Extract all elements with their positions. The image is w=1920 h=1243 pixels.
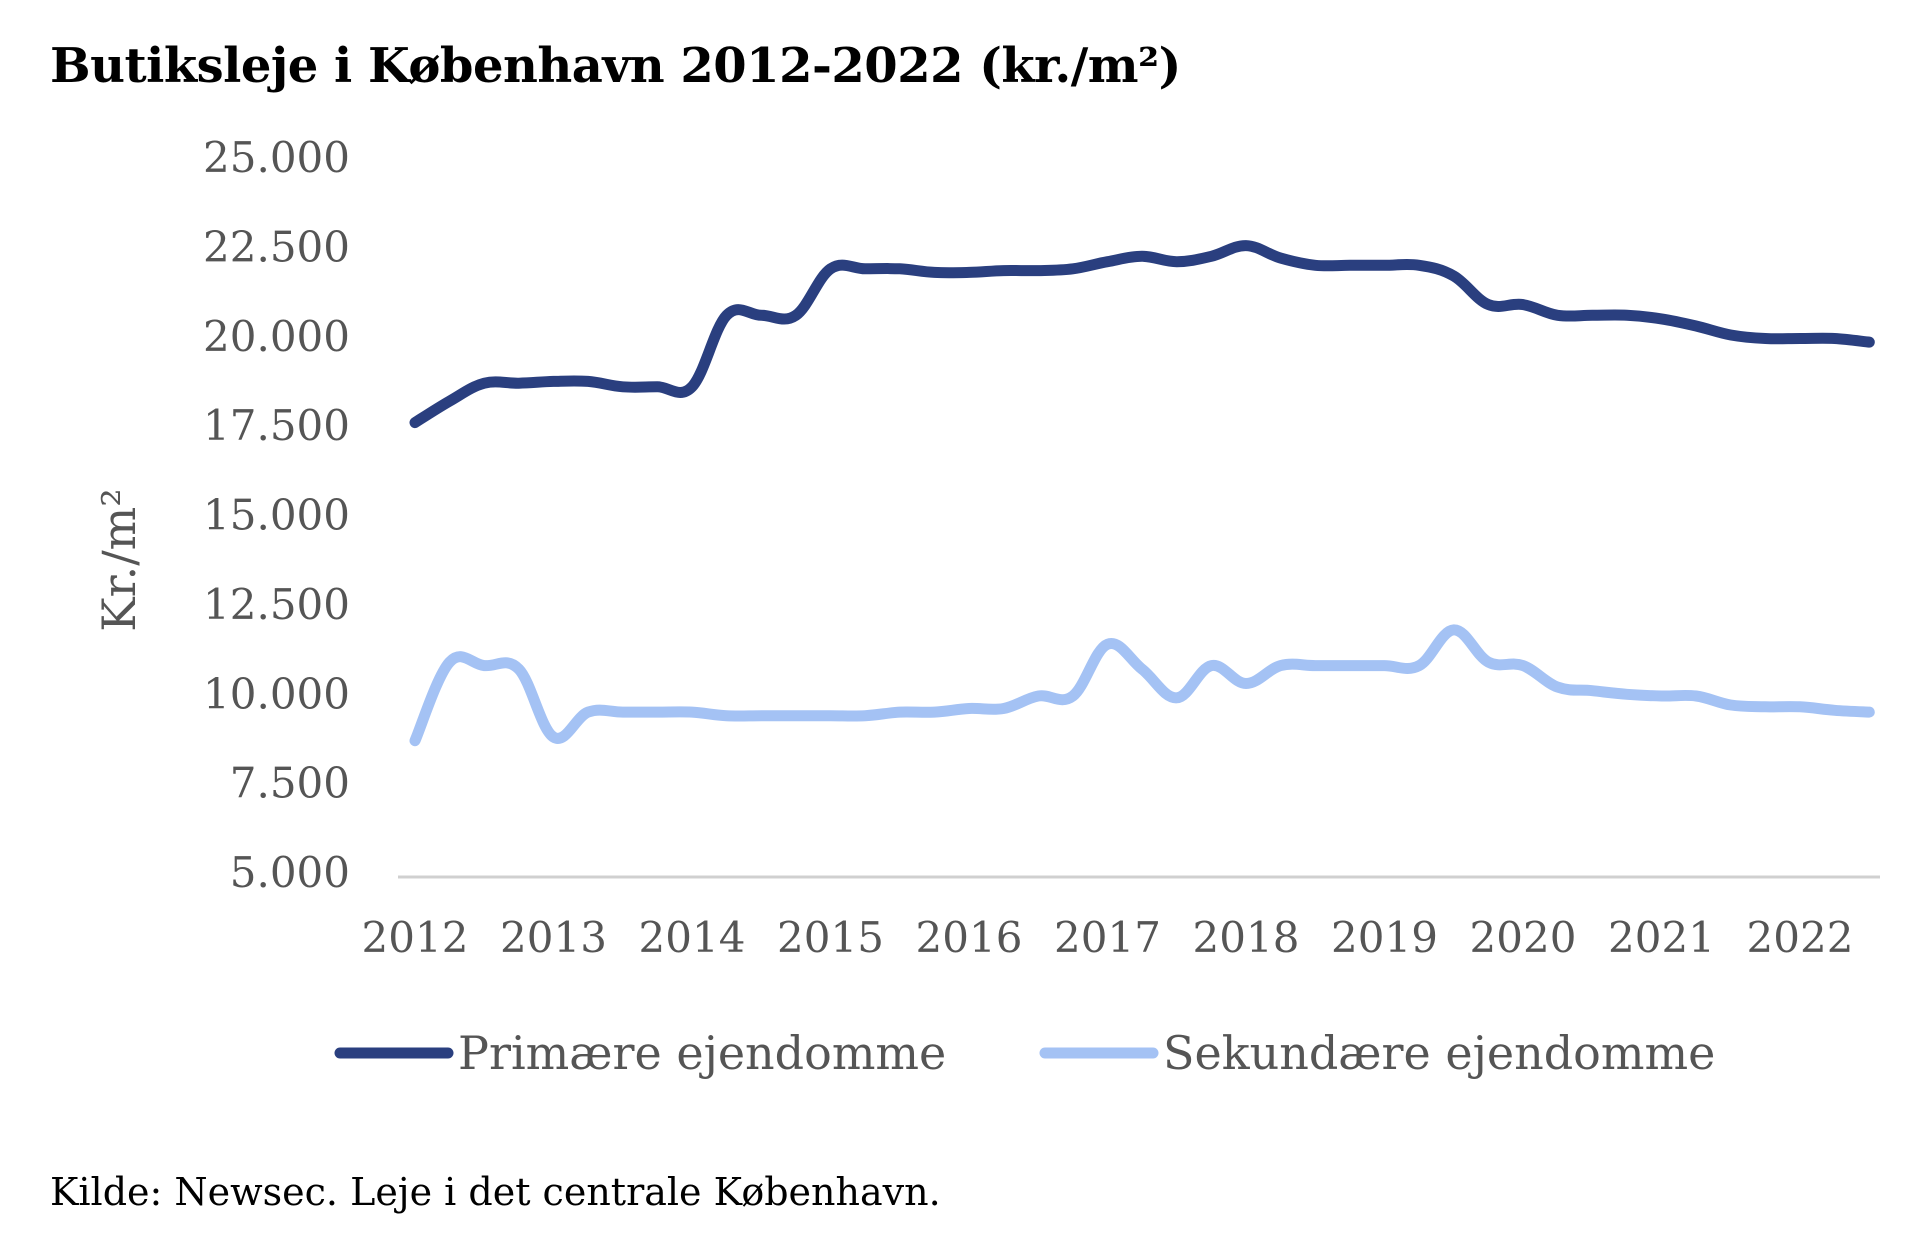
x-tick-label: 2022 [1747,913,1854,962]
y-tick-label: 25.000 [203,133,350,182]
y-tick-label: 22.500 [203,222,350,271]
x-tick-label: 2012 [362,913,469,962]
x-tick-label: 2020 [1470,913,1577,962]
x-tick-label: 2016 [916,913,1023,962]
y-axis-title: Kr./m² [92,488,146,631]
series-line-secondary [409,624,1875,747]
y-tick-label: 10.000 [203,669,350,718]
series-lines [409,240,1875,747]
legend-label-primary: Primære ejendomme [458,1026,946,1080]
x-tick-label: 2021 [1608,913,1715,962]
x-tick-label: 2018 [1193,913,1300,962]
y-tick-label: 20.000 [203,312,350,361]
legend-label-secondary: Sekundære ejendomme [1163,1026,1715,1080]
legend: Primære ejendomme Sekundære ejendomme [334,1026,1715,1080]
y-tick-label: 7.500 [230,759,350,808]
x-tick-label: 2017 [1054,913,1161,962]
x-tick-label: 2013 [500,913,607,962]
y-tick-label: 12.500 [203,580,350,629]
x-tick-label: 2015 [777,913,884,962]
y-tick-label: 15.000 [203,491,350,540]
source-note: Kilde: Newsec. Leje i det centrale Køben… [50,1170,941,1214]
chart-title: Butiksleje i København 2012-2022 (kr./m²… [50,38,1181,94]
x-tick-label: 2014 [639,913,746,962]
x-axis-ticks: 2012 2013 2014 2015 2016 2017 2018 2019 2020 2021… [362,913,1854,962]
y-tick-label: 17.500 [203,401,350,450]
series-line-primary [409,240,1875,429]
x-tick-label: 2019 [1331,913,1438,962]
y-axis-ticks: 5.000 7.500 10.000 12.500 15.000 17.500 20.000… [203,133,350,897]
y-tick-label: 5.000 [230,848,350,897]
